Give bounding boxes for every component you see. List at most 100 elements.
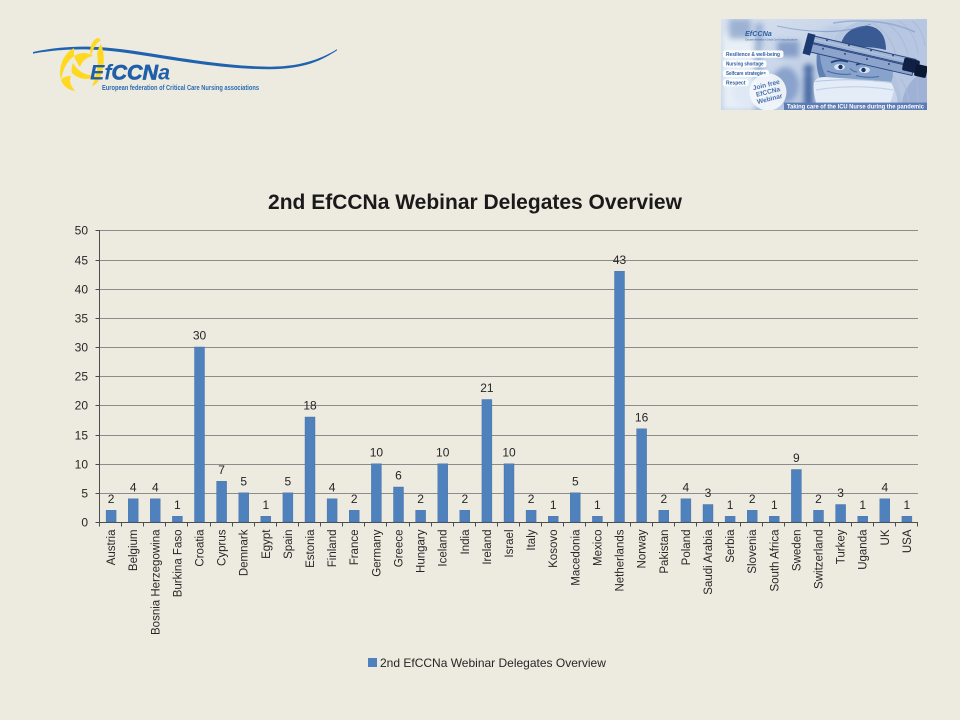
bar bbox=[857, 516, 868, 523]
svg-text:Taking care of the ICU Nurse d: Taking care of the ICU Nurse during the … bbox=[787, 103, 925, 110]
bar bbox=[525, 510, 537, 523]
bar-value-label: 2 bbox=[417, 492, 424, 506]
category-label: Greece bbox=[394, 530, 406, 568]
bar-value-label: 3 bbox=[837, 486, 844, 500]
bar-value-label: 10 bbox=[370, 445, 384, 459]
category-label: Italy bbox=[526, 529, 538, 550]
bar bbox=[150, 498, 161, 523]
category-label: UK bbox=[880, 529, 892, 545]
category-label: Poland bbox=[681, 530, 693, 566]
bar bbox=[680, 498, 692, 523]
bar bbox=[481, 399, 493, 523]
bar-value-label: 4 bbox=[130, 480, 137, 494]
bar bbox=[260, 516, 271, 523]
bar-value-label: 1 bbox=[727, 498, 734, 512]
bar bbox=[216, 481, 227, 523]
y-axis-label: 40 bbox=[75, 283, 89, 297]
category-label: Croatia bbox=[195, 529, 207, 567]
category-label: Belgium bbox=[128, 530, 140, 572]
category-label: Cyprus bbox=[217, 529, 229, 566]
category-label: Ireland bbox=[482, 530, 494, 565]
category-label: Kosovo bbox=[548, 530, 560, 568]
bar bbox=[371, 463, 382, 523]
bar bbox=[724, 516, 736, 523]
bar-value-label: 10 bbox=[436, 445, 450, 459]
category-label: Spain bbox=[283, 530, 295, 559]
category-label: Estonia bbox=[305, 529, 317, 568]
bar bbox=[813, 510, 824, 523]
svg-text:Nursing shortage: Nursing shortage bbox=[726, 61, 764, 67]
legend-swatch bbox=[368, 658, 377, 667]
y-axis-label: 15 bbox=[75, 429, 89, 443]
photo-caption-bar: Taking care of the ICU Nurse during the … bbox=[784, 102, 927, 110]
y-axis-label: 20 bbox=[75, 399, 89, 413]
bar bbox=[636, 428, 647, 523]
bar-value-label: 30 bbox=[193, 329, 207, 343]
bar bbox=[304, 416, 316, 523]
bar bbox=[570, 492, 581, 523]
category-label: Turkey bbox=[836, 529, 848, 564]
nurse-figure bbox=[776, 19, 927, 110]
category-label: Slovenia bbox=[747, 529, 759, 574]
bar bbox=[747, 510, 758, 523]
bar-value-label: 2 bbox=[351, 492, 358, 506]
bar bbox=[769, 516, 780, 523]
category-label: Bosnia Herzegowina bbox=[150, 529, 162, 635]
svg-text:Selfcare strategies: Selfcare strategies bbox=[726, 71, 766, 77]
logo-swoosh bbox=[33, 46, 337, 70]
y-axis-label: 10 bbox=[75, 458, 89, 472]
bar-value-label: 43 bbox=[613, 253, 627, 267]
bar bbox=[105, 510, 117, 523]
bar bbox=[702, 504, 714, 523]
bar bbox=[349, 510, 360, 523]
bar-value-label: 2 bbox=[108, 492, 115, 506]
category-label: Netherlands bbox=[615, 529, 627, 591]
y-axis-label: 5 bbox=[81, 487, 88, 501]
bar-value-label: 5 bbox=[572, 475, 579, 489]
bar-value-label: 2 bbox=[749, 492, 756, 506]
efccna-logo: EfCCNa European federation of Critical C… bbox=[33, 38, 337, 92]
bar-value-label: 5 bbox=[240, 475, 247, 489]
category-label: Norway bbox=[637, 529, 649, 568]
category-label: Finland bbox=[327, 530, 339, 568]
category-label: India bbox=[460, 529, 472, 555]
bar-value-label: 2 bbox=[528, 492, 535, 506]
bar bbox=[437, 463, 448, 523]
svg-text:Respect: Respect bbox=[726, 80, 746, 86]
bar-value-label: 7 bbox=[218, 463, 225, 477]
category-label: South Africa bbox=[769, 529, 781, 592]
bar-value-label: 1 bbox=[550, 498, 557, 512]
bar bbox=[393, 486, 404, 523]
bar-value-label: 10 bbox=[502, 445, 516, 459]
category-label: France bbox=[349, 530, 361, 566]
chart-legend: 2nd EfCCNa Webinar Delegates Overview bbox=[368, 656, 606, 670]
y-axis-label: 45 bbox=[75, 254, 89, 268]
bar bbox=[282, 492, 294, 523]
photo-logo-subtitle: European federation of Critical Care Nur… bbox=[746, 39, 799, 42]
join-free-badge: Join free EfCCNa Webinar bbox=[749, 73, 787, 110]
logo-birds bbox=[60, 38, 104, 91]
category-label: Mexico bbox=[592, 530, 604, 566]
bar-value-label: 2 bbox=[461, 492, 468, 506]
bar bbox=[459, 510, 470, 523]
bar bbox=[415, 510, 426, 523]
svg-text:Resilience & well-being: Resilience & well-being bbox=[726, 52, 780, 58]
y-axis-label: 25 bbox=[75, 370, 89, 384]
bar bbox=[879, 498, 890, 523]
category-label: Austria bbox=[106, 529, 118, 565]
bar-value-label: 6 bbox=[395, 469, 402, 483]
chart-title: 2nd EfCCNa Webinar Delegates Overview bbox=[268, 191, 682, 214]
bar bbox=[238, 492, 249, 523]
bar-value-label: 1 bbox=[174, 498, 181, 512]
bar-value-label: 1 bbox=[859, 498, 866, 512]
category-label: Saudi Arabia bbox=[703, 529, 715, 595]
y-axis-label: 30 bbox=[75, 341, 89, 355]
bar bbox=[326, 498, 338, 523]
bar bbox=[658, 510, 669, 523]
category-label: Hungary bbox=[416, 529, 428, 573]
category-label: Macedonia bbox=[570, 529, 582, 586]
logo-wordmark: EfCCNa bbox=[90, 61, 170, 85]
bar bbox=[901, 516, 913, 523]
